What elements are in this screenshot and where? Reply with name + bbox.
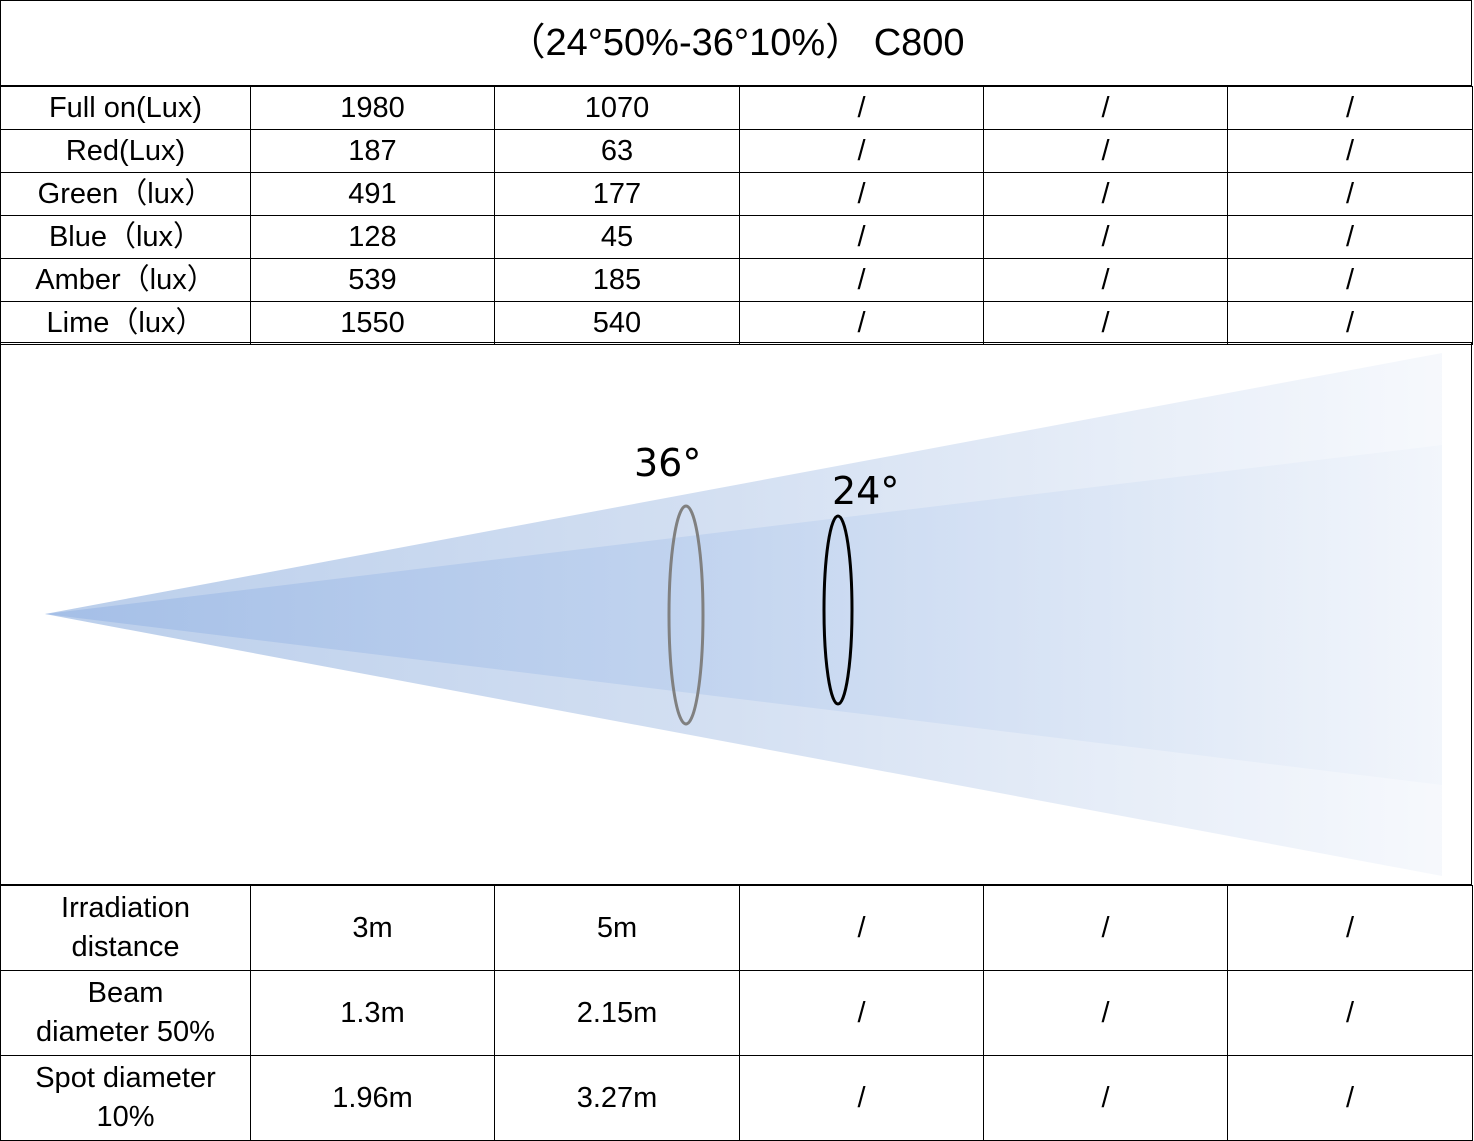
inner-angle-label: 24°: [832, 469, 899, 513]
cell-value: 1980: [250, 86, 495, 130]
cell-value: /: [739, 129, 984, 173]
cell-value: 185: [494, 258, 740, 302]
cell-value: /: [983, 215, 1228, 259]
label-line: Spot diameter: [35, 1062, 216, 1094]
cell-value: /: [983, 258, 1228, 302]
cell-value: /: [983, 129, 1228, 173]
cell-value: 5m: [494, 885, 740, 971]
cell-value: /: [739, 1055, 984, 1141]
row-label: Irradiation distance: [0, 885, 251, 971]
cell-value: 1.3m: [250, 970, 495, 1056]
cell-value: /: [1227, 970, 1473, 1056]
row-label: Lime（lux）: [0, 301, 251, 345]
cell-value: /: [739, 215, 984, 259]
cell-value: /: [1227, 86, 1473, 130]
outer-angle-label: 36°: [634, 441, 701, 485]
cell-value: /: [1227, 301, 1473, 345]
diagram-frame: [0, 342, 1472, 885]
cell-value: /: [739, 301, 984, 345]
cell-value: /: [1227, 1055, 1473, 1141]
inner-ellipse: [822, 514, 854, 706]
cell-value: /: [1227, 129, 1473, 173]
cell-value: /: [739, 258, 984, 302]
cell-value: /: [983, 172, 1228, 216]
cell-value: /: [983, 1055, 1228, 1141]
cell-value: 539: [250, 258, 495, 302]
cell-value: /: [983, 970, 1228, 1056]
row-label: Full on(Lux): [0, 86, 251, 130]
cell-value: /: [983, 301, 1228, 345]
cell-value: 540: [494, 301, 740, 345]
cell-value: 491: [250, 172, 495, 216]
row-label: Green（lux）: [0, 172, 251, 216]
beam-diagram: 36° 24°: [45, 353, 1442, 876]
label-line: 10%: [96, 1101, 155, 1133]
cell-value: /: [1227, 215, 1473, 259]
cell-value: 1.96m: [250, 1055, 495, 1141]
row-label: Spot diameter 10%: [0, 1055, 251, 1141]
label-line: distance: [71, 931, 180, 963]
cell-value: /: [983, 885, 1228, 971]
cell-value: /: [983, 86, 1228, 130]
outer-ellipse: [667, 504, 705, 726]
label-line: Beam: [87, 977, 164, 1009]
cell-value: 3.27m: [494, 1055, 740, 1141]
cell-value: /: [739, 172, 984, 216]
cell-value: 45: [494, 215, 740, 259]
cell-value: 2.15m: [494, 970, 740, 1056]
cell-value: /: [739, 970, 984, 1056]
cell-value: /: [739, 885, 984, 971]
cell-value: 1550: [250, 301, 495, 345]
inner-beam: [45, 445, 1442, 785]
row-label: Amber（lux）: [0, 258, 251, 302]
cell-value: 1070: [494, 86, 740, 130]
label-line: Irradiation: [61, 892, 190, 924]
cell-value: 128: [250, 215, 495, 259]
cell-value: 63: [494, 129, 740, 173]
cell-value: 3m: [250, 885, 495, 971]
cell-value: 177: [494, 172, 740, 216]
row-label: Red(Lux): [0, 129, 251, 173]
label-line: diameter 50%: [36, 1016, 215, 1048]
row-label: Beam diameter 50%: [0, 970, 251, 1056]
cell-value: /: [1227, 885, 1473, 971]
title: （24°50%-36°10%） C800: [0, 0, 1472, 86]
cell-value: 187: [250, 129, 495, 173]
cell-value: /: [1227, 258, 1473, 302]
cell-value: /: [739, 86, 984, 130]
cell-value: /: [1227, 172, 1473, 216]
row-label: Blue（lux）: [0, 215, 251, 259]
